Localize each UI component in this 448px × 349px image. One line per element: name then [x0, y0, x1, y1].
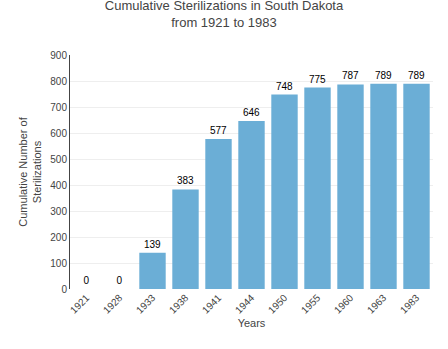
svg-text:1960: 1960 [332, 292, 356, 316]
svg-text:1944: 1944 [233, 292, 257, 316]
svg-text:Years: Years [238, 317, 266, 329]
svg-text:1983: 1983 [398, 292, 422, 316]
svg-text:100: 100 [50, 258, 67, 269]
svg-text:900: 900 [50, 50, 67, 61]
svg-text:Cumulative Sterilizations in S: Cumulative Sterilizations in South Dakot… [105, 0, 344, 30]
svg-text:600: 600 [50, 128, 67, 139]
svg-text:1933: 1933 [134, 292, 158, 316]
svg-text:0: 0 [84, 275, 90, 286]
svg-text:789: 789 [375, 70, 392, 81]
svg-text:1955: 1955 [299, 292, 323, 316]
svg-text:1941: 1941 [200, 292, 224, 316]
svg-text:Cumulative Number ofSterilizat: Cumulative Number ofSterilizations [17, 116, 43, 226]
svg-text:748: 748 [276, 81, 293, 92]
svg-text:646: 646 [243, 107, 260, 118]
svg-text:700: 700 [50, 102, 67, 113]
svg-text:500: 500 [50, 154, 67, 165]
svg-text:0: 0 [117, 275, 123, 286]
svg-text:400: 400 [50, 180, 67, 191]
svg-text:577: 577 [210, 125, 227, 136]
svg-text:789: 789 [408, 70, 425, 81]
svg-text:1938: 1938 [167, 292, 191, 316]
svg-text:383: 383 [177, 175, 194, 186]
svg-text:1928: 1928 [101, 292, 125, 316]
svg-text:200: 200 [50, 232, 67, 243]
svg-text:300: 300 [50, 206, 67, 217]
svg-text:775: 775 [309, 74, 326, 85]
svg-text:800: 800 [50, 76, 67, 87]
svg-text:787: 787 [342, 70, 359, 81]
svg-text:1963: 1963 [365, 292, 389, 316]
svg-text:0: 0 [61, 284, 67, 295]
svg-text:1921: 1921 [68, 292, 92, 316]
svg-text:1950: 1950 [266, 292, 290, 316]
svg-text:139: 139 [144, 239, 161, 250]
